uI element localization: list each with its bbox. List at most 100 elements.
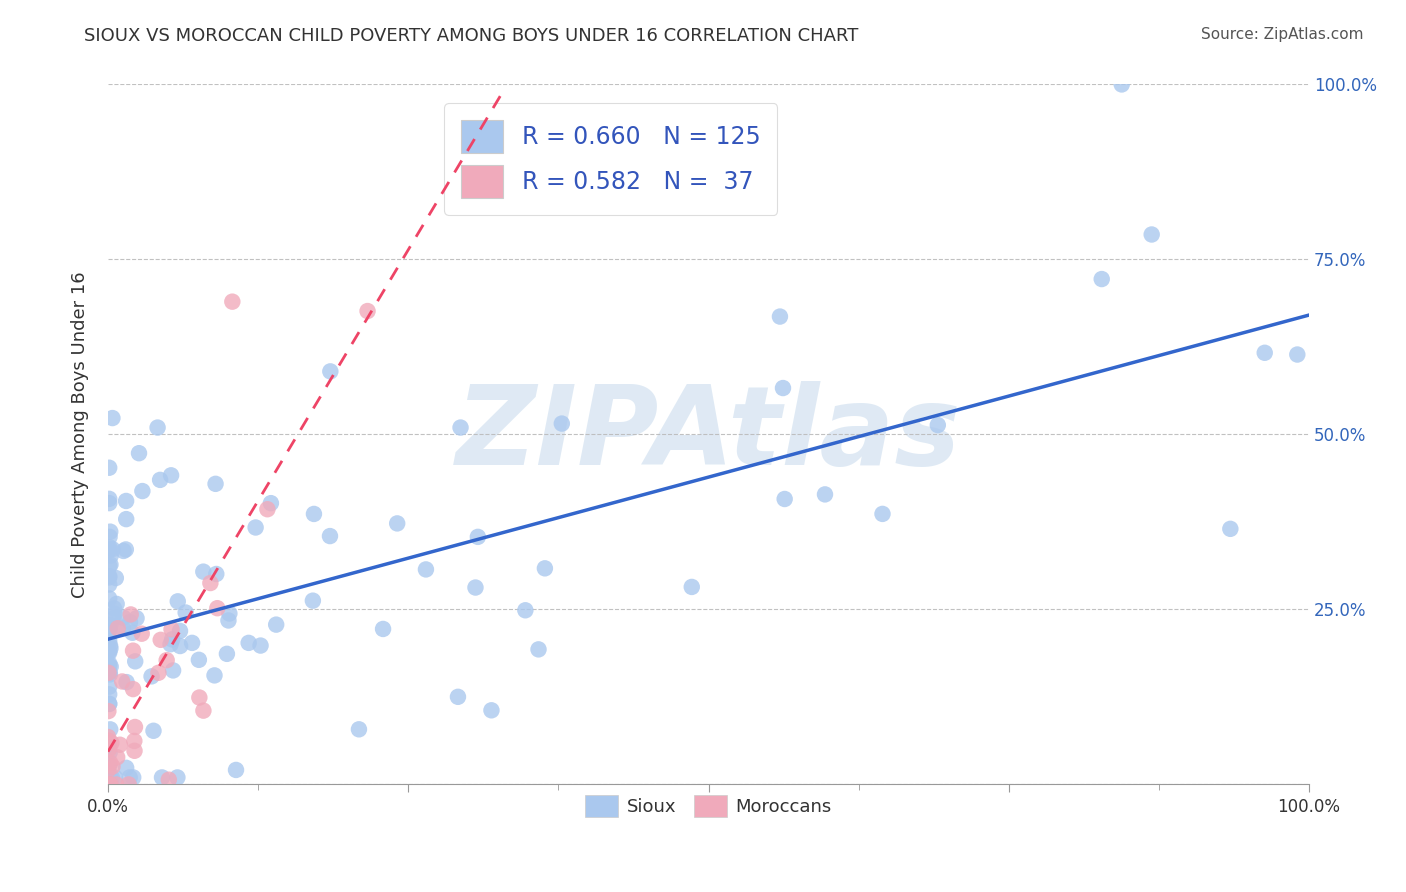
Point: [115, 512, 138, 526]
Point: [166, 594, 188, 608]
Point: [174, 606, 197, 620]
Point: [187, 653, 209, 667]
Point: [387, 516, 409, 531]
Point: [218, 607, 240, 621]
Point: [131, 484, 153, 499]
Point: [181, 636, 204, 650]
Point: [534, 561, 557, 575]
Point: [98, 569, 121, 583]
Point: [98, 665, 121, 680]
Point: [1286, 347, 1309, 361]
Point: [98, 758, 121, 772]
Point: [105, 750, 128, 764]
Point: [1091, 272, 1114, 286]
Point: [148, 665, 170, 680]
Point: [166, 771, 188, 785]
Point: [122, 771, 145, 785]
Point: [814, 487, 837, 501]
Text: SIOUX VS MOROCCAN CHILD POVERTY AMONG BOYS UNDER 16 CORRELATION CHART: SIOUX VS MOROCCAN CHILD POVERTY AMONG BO…: [84, 27, 859, 45]
Point: [160, 632, 183, 647]
Point: [98, 542, 121, 557]
Y-axis label: Child Poverty Among Boys Under 16: Child Poverty Among Boys Under 16: [72, 271, 89, 598]
Point: [97, 704, 120, 718]
Point: [142, 723, 165, 738]
Point: [193, 704, 215, 718]
Point: [98, 460, 121, 475]
Point: [98, 771, 121, 785]
Point: [98, 570, 121, 584]
Point: [98, 771, 121, 785]
Point: [100, 641, 122, 656]
Point: [238, 636, 260, 650]
Point: [115, 675, 138, 690]
Point: [527, 642, 550, 657]
Legend: Sioux, Moroccans: Sioux, Moroccans: [578, 788, 839, 824]
Point: [104, 571, 127, 585]
Point: [225, 763, 247, 777]
Point: [319, 364, 342, 378]
Point: [464, 581, 486, 595]
Point: [159, 637, 181, 651]
Point: [98, 644, 121, 658]
Point: [98, 657, 121, 671]
Point: [98, 622, 121, 636]
Point: [98, 646, 121, 660]
Point: [98, 524, 121, 539]
Point: [515, 603, 537, 617]
Point: [98, 756, 121, 770]
Point: [98, 667, 121, 681]
Point: [141, 669, 163, 683]
Point: [204, 668, 226, 682]
Point: [100, 549, 122, 563]
Point: [125, 611, 148, 625]
Point: [302, 593, 325, 607]
Point: [112, 610, 135, 624]
Point: [447, 690, 470, 704]
Point: [108, 738, 131, 752]
Point: [245, 520, 267, 534]
Point: [1254, 346, 1277, 360]
Point: [107, 621, 129, 635]
Point: [98, 540, 121, 554]
Point: [98, 680, 121, 694]
Point: [319, 529, 342, 543]
Point: [100, 777, 122, 791]
Point: [98, 777, 121, 791]
Point: [681, 580, 703, 594]
Point: [100, 558, 122, 572]
Point: [249, 639, 271, 653]
Point: [131, 626, 153, 640]
Point: [264, 617, 287, 632]
Point: [356, 304, 378, 318]
Point: [98, 639, 121, 653]
Point: [97, 665, 120, 680]
Point: [773, 491, 796, 506]
Point: [98, 723, 121, 737]
Point: [467, 530, 489, 544]
Point: [97, 777, 120, 791]
Point: [101, 771, 124, 785]
Point: [105, 597, 128, 611]
Point: [111, 621, 134, 635]
Point: [97, 763, 120, 777]
Point: [415, 562, 437, 576]
Point: [481, 703, 503, 717]
Point: [205, 566, 228, 581]
Point: [1219, 522, 1241, 536]
Point: [97, 730, 120, 744]
Point: [221, 294, 243, 309]
Point: [551, 417, 574, 431]
Point: [98, 491, 121, 506]
Point: [124, 734, 146, 748]
Point: [150, 771, 173, 785]
Point: [204, 476, 226, 491]
Point: [98, 771, 121, 785]
Point: [1111, 78, 1133, 92]
Point: [98, 746, 121, 760]
Point: [772, 381, 794, 395]
Point: [160, 623, 183, 637]
Point: [162, 664, 184, 678]
Point: [215, 647, 238, 661]
Point: [98, 558, 121, 573]
Point: [98, 687, 121, 701]
